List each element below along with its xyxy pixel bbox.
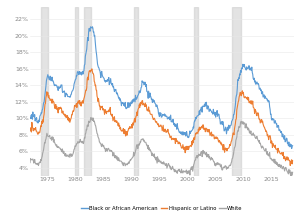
Legend: Black or African American, Hispanic or Latino, White: Black or African American, Hispanic or L… xyxy=(79,204,245,213)
Bar xyxy=(232,7,241,176)
Bar xyxy=(134,7,138,176)
Bar xyxy=(75,7,78,176)
Bar xyxy=(84,7,91,176)
Bar xyxy=(194,7,198,176)
Bar xyxy=(41,7,48,176)
